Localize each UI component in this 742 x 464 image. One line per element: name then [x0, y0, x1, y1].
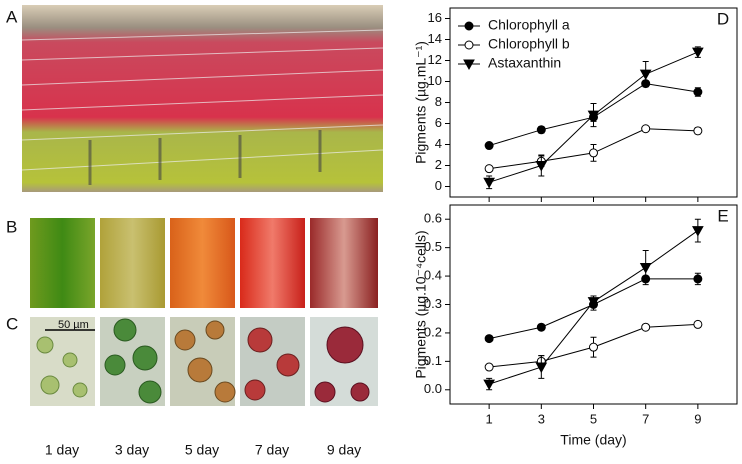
- x-tick-label: 9: [694, 411, 701, 426]
- marker: [483, 379, 495, 391]
- marker: [692, 226, 704, 237]
- panel-label: D: [717, 9, 729, 28]
- marker: [483, 177, 495, 189]
- marker: [587, 297, 600, 308]
- scale-bar: 50 µm: [58, 319, 89, 331]
- y-tick-label: 16: [428, 10, 442, 25]
- marker: [589, 342, 598, 352]
- x-axis-label: Time (day): [560, 432, 626, 448]
- y-tick-label: 0.5: [424, 239, 442, 254]
- marker: [484, 362, 494, 372]
- x-tick-label: 3: [538, 411, 545, 426]
- marker: [536, 125, 546, 135]
- y-tick-label: 4: [435, 136, 442, 151]
- marker: [693, 274, 703, 284]
- photo-c: 50 µm: [30, 317, 378, 406]
- marker: [536, 322, 546, 332]
- marker: [484, 141, 494, 151]
- legend-marker: [464, 21, 474, 31]
- day-label: 1 day: [45, 442, 79, 458]
- y-tick-label: 0.0: [424, 381, 442, 396]
- photo-a: [21, 5, 384, 192]
- marker: [639, 263, 652, 274]
- marker: [641, 124, 651, 134]
- y-tick-label: 0.4: [424, 268, 442, 283]
- y-tick-label: 0.1: [424, 353, 442, 368]
- y-axis-label: Pigments (µg.mL⁻¹): [413, 41, 429, 164]
- x-tick-label: 7: [642, 411, 649, 426]
- y-tick-label: 0.6: [424, 211, 442, 226]
- legend-label: Chlorophyll a: [488, 17, 570, 33]
- marker: [484, 164, 494, 174]
- day-label: 9 day: [327, 442, 361, 458]
- marker: [641, 322, 651, 332]
- panel-label: C: [6, 314, 18, 333]
- panel-label: A: [6, 7, 18, 26]
- marker: [587, 110, 600, 122]
- y-tick-label: 2: [435, 157, 442, 172]
- marker: [535, 362, 548, 374]
- legend-marker: [463, 59, 475, 71]
- day-label: 5 day: [185, 442, 219, 458]
- photo-b: [30, 218, 378, 308]
- y-tick-label: 0.2: [424, 324, 442, 339]
- y-tick-label: 6: [435, 115, 442, 130]
- y-tick-label: 14: [428, 31, 442, 46]
- legend-marker: [464, 40, 474, 50]
- legend-label: Chlorophyll b: [488, 36, 570, 52]
- y-tick-label: 12: [428, 52, 442, 67]
- y-tick-label: 0.3: [424, 296, 442, 311]
- x-tick-label: 1: [486, 411, 493, 426]
- day-label: 3 day: [115, 442, 149, 458]
- day-label: 7 day: [255, 442, 289, 458]
- y-tick-label: 0: [435, 178, 442, 193]
- legend-label: Astaxanthin: [488, 55, 561, 71]
- y-tick-label: 10: [428, 73, 442, 88]
- panel-label: B: [6, 217, 17, 236]
- marker: [484, 334, 494, 344]
- marker: [692, 47, 704, 59]
- marker: [535, 161, 548, 172]
- y-axis-label: Pigments (µg.10⁻⁴cells): [413, 230, 429, 378]
- marker: [693, 319, 703, 329]
- marker: [693, 87, 703, 97]
- marker: [639, 69, 652, 81]
- y-tick-label: 8: [435, 94, 442, 109]
- marker: [589, 148, 598, 158]
- panel-label: E: [717, 206, 728, 225]
- x-tick-label: 5: [590, 411, 597, 426]
- marker: [693, 126, 703, 136]
